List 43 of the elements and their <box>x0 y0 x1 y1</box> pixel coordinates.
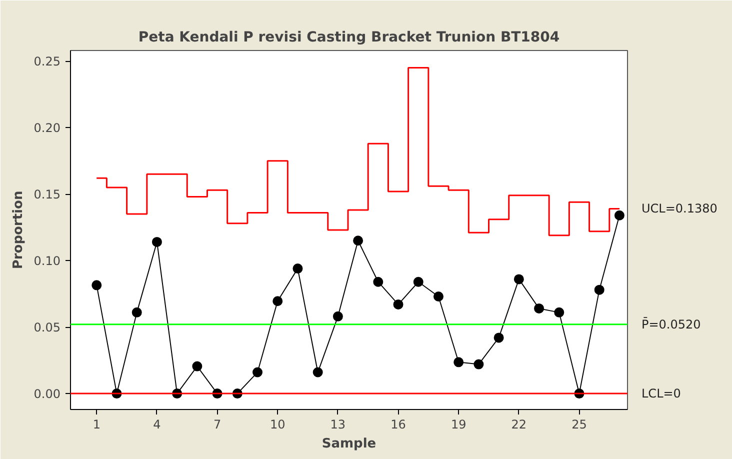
y-tick-label: 0.10 <box>34 254 60 268</box>
x-tick-label: 19 <box>450 418 466 432</box>
point <box>474 359 484 370</box>
x-tick-label: 1 <box>92 418 100 432</box>
point <box>252 367 263 378</box>
point <box>92 280 102 290</box>
ref-line-label: P̄=0.0520 <box>642 317 701 332</box>
x-axis-title: Sample <box>322 436 376 452</box>
x-tick-label: 22 <box>511 418 527 432</box>
point <box>393 299 404 310</box>
y-tick-label: 0.25 <box>34 54 60 69</box>
y-axis-title: Proportion <box>10 190 26 270</box>
point <box>433 291 444 302</box>
y-tick-label: 0.15 <box>34 188 60 202</box>
point <box>554 307 564 318</box>
x-tick-label: 16 <box>390 418 406 432</box>
y-tick-label: 0.00 <box>34 387 60 402</box>
point <box>494 332 504 343</box>
point <box>152 236 162 247</box>
x-tick-label: 13 <box>330 418 346 432</box>
point <box>413 276 424 287</box>
point <box>614 210 624 220</box>
chart-title: Peta Kendali P revisi Casting Bracket Trunion BT1804 <box>138 30 560 46</box>
point <box>534 303 544 314</box>
ref-line-label: LCL=0 <box>642 386 681 401</box>
point <box>514 274 524 284</box>
point <box>292 264 303 274</box>
x-tick-label: 25 <box>572 418 587 432</box>
y-tick-label: 0.05 <box>34 320 60 335</box>
point <box>332 311 343 322</box>
point <box>312 367 323 378</box>
x-tick-label: 4 <box>153 418 161 432</box>
point <box>594 284 604 295</box>
point <box>272 296 283 306</box>
x-tick-label: 10 <box>270 418 286 432</box>
series-label: UCL=0.1380 <box>642 202 718 216</box>
point <box>353 236 364 246</box>
x-tick-label: 7 <box>213 418 222 432</box>
point <box>454 357 464 368</box>
point <box>132 307 142 318</box>
point <box>192 361 202 372</box>
point <box>373 276 384 287</box>
y-tick-label: 0.20 <box>34 121 60 136</box>
